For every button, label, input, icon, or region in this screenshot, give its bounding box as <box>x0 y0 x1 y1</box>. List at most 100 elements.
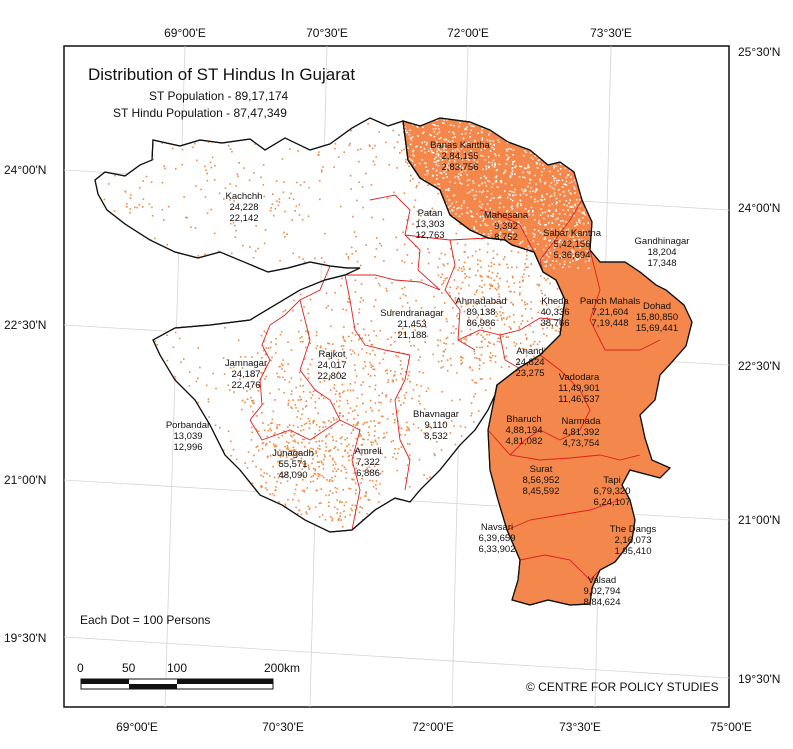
district-st-hindu: 23,275 <box>515 368 544 379</box>
district-st-total: 40,336 <box>540 307 569 318</box>
district-name: Navsari <box>481 522 513 533</box>
district-name: Ahmadabad <box>455 296 506 307</box>
district-st-hindu: 22,142 <box>229 213 258 224</box>
district-st-total: 24,187 <box>231 369 260 380</box>
district-st-total: 24,228 <box>229 202 258 213</box>
district-st-hindu: 2,83,756 <box>442 162 479 173</box>
district-name: Anand <box>516 346 543 357</box>
district-st-total: 21,453 <box>397 319 426 330</box>
district-name: The Dangs <box>610 524 657 535</box>
district-st-hindu: 8,84,624 <box>584 597 621 608</box>
district-name: Bharuch <box>506 414 541 425</box>
district-st-hindu: 12,996 <box>173 442 202 453</box>
tribal-outline-line <box>402 117 693 606</box>
district-st-total: 24,824 <box>515 357 544 368</box>
district-name: Banas Kantha <box>430 140 490 151</box>
district-name: Mahesana <box>484 210 529 221</box>
coord-bottom-3: 73°30'E <box>559 720 601 734</box>
coord-top-1: 70°30'E <box>306 26 348 40</box>
district-st-total: 9,110 <box>424 420 447 431</box>
coord-left-3: 19°30'N <box>4 631 46 645</box>
district-st-hindu: 4,73,754 <box>563 438 600 449</box>
district-name: Narmada <box>561 416 601 427</box>
coord-bottom-2: 72°00'E <box>412 720 454 734</box>
district-st-total: 9,02,794 <box>584 586 621 597</box>
district-st-total: 2,16,073 <box>615 535 652 546</box>
scale-label-200: 200km <box>264 661 300 675</box>
district-st-hindu: 22,476 <box>231 380 260 391</box>
coordinate-labels: 69°00'E 70°30'E 72°00'E 73°30'E 69°00'E 70°30… <box>4 26 780 734</box>
dot-note: Each Dot = 100 Persons <box>80 613 210 627</box>
district-name: Panch Mahals <box>580 296 640 307</box>
scale-label-50: 50 <box>122 661 136 675</box>
district-name: Surendranagar <box>380 308 443 319</box>
coord-left-0: 24°00'N <box>4 163 46 177</box>
coord-right-3: 21°00'N <box>738 513 780 527</box>
district-name: Valsad <box>588 575 616 586</box>
district-st-total: 18,204 <box>647 247 676 258</box>
district-st-hindu: 11,46,537 <box>558 394 600 405</box>
map-title: Distribution of ST Hindus In Gujarat <box>88 65 355 84</box>
district-st-hindu: 12,763 <box>415 230 444 241</box>
district-name: Kheda <box>541 296 569 307</box>
district-name: Surat <box>530 464 553 475</box>
coord-left-2: 21°00'N <box>4 473 46 487</box>
district-name: Kachchh <box>226 191 263 202</box>
district-name: Rajkot <box>319 349 346 360</box>
district-name: Junagadh <box>272 448 314 459</box>
district-st-total: 8,56,952 <box>523 475 560 486</box>
district-boundaries <box>249 194 661 581</box>
scale-bar: 0 50 100 200km <box>77 661 300 690</box>
district-st-total: 5,42,156 <box>554 239 591 250</box>
district-st-hindu: 22,802 <box>317 371 346 382</box>
district-st-total: 13,039 <box>173 431 202 442</box>
coord-top-2: 72°00'E <box>447 26 489 40</box>
district-st-total: 13,303 <box>415 219 444 230</box>
coord-top-3: 73°30'E <box>590 26 632 40</box>
district-name: Patan <box>418 208 443 219</box>
district-name: Vadodara <box>559 372 600 383</box>
district-st-hindu: 8,45,592 <box>523 486 560 497</box>
district-st-total: 4,88,194 <box>506 425 543 436</box>
district-name: Tapi <box>603 475 620 486</box>
district-st-hindu: 4,81,082 <box>506 436 543 447</box>
district-st-hindu: 48,090 <box>278 470 307 481</box>
district-st-hindu: 15,69,441 <box>636 323 678 334</box>
district-st-total: 7,21,604 <box>592 307 629 318</box>
district-st-hindu: 86,986 <box>466 318 495 329</box>
scale-label-100: 100 <box>167 661 187 675</box>
district-st-hindu: 8,532 <box>424 431 448 442</box>
district-st-hindu: 21,188 <box>397 330 426 341</box>
district-name: Porbandar <box>166 420 210 431</box>
district-st-total: 4,81,392 <box>563 427 600 438</box>
district-st-hindu: 7,19,448 <box>592 318 629 329</box>
district-st-hindu: 6,886 <box>356 468 380 479</box>
coord-bottom-1: 70°30'E <box>262 720 304 734</box>
district-st-total: 6,39,659 <box>479 533 516 544</box>
district-name: Gandhinagar <box>635 236 690 247</box>
coord-left-1: 22°30'N <box>4 318 46 332</box>
district-st-total: 15,80,850 <box>636 312 678 323</box>
district-st-total: 89,138 <box>466 307 495 318</box>
coord-right-0: 25°30'N <box>738 45 780 59</box>
